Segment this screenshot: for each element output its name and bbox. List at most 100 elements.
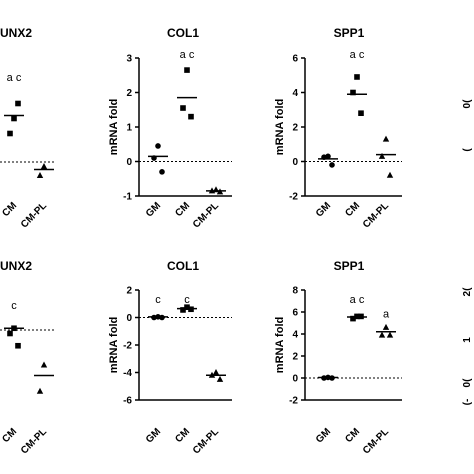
chart-panel-4: 0(( (462, 99, 473, 152)
y-tick-label: -2 (289, 192, 298, 203)
x-category-label: GM (314, 200, 333, 219)
y-tick-label: 2 (126, 88, 132, 99)
y-tick-label: 0 (126, 157, 132, 168)
data-point-square (358, 313, 364, 320)
cropped-axis-label: 2( (462, 287, 473, 297)
data-point-square (350, 315, 356, 322)
y-tick-label: -4 (123, 368, 132, 379)
chart-panel-8: 2(1 0((- (462, 287, 473, 405)
data-point-circle (151, 314, 157, 321)
y-tick-label: 2 (292, 352, 298, 363)
panel-title: UNX2 (0, 259, 32, 273)
data-point-circle (321, 154, 327, 160)
y-tick-label: 2 (126, 286, 132, 297)
significance-label: a c (350, 294, 365, 306)
significance-label: a c (350, 49, 365, 61)
data-point-circle (329, 162, 335, 168)
x-category-label: CM (173, 426, 192, 445)
x-category-label: CM-PL (361, 426, 391, 456)
y-tick-label: 6 (292, 54, 298, 65)
data-point-triangle (386, 331, 394, 338)
y-tick-label: 0 (292, 157, 298, 168)
data-point-square (350, 89, 356, 96)
data-point-square (180, 105, 186, 111)
panel-title: SPP1 (334, 259, 365, 273)
data-point-square (15, 100, 21, 107)
data-point-triangle (386, 171, 394, 178)
data-point-square (354, 74, 360, 80)
data-point-square (180, 307, 186, 313)
data-point-triangle (212, 369, 220, 375)
data-point-circle (155, 143, 161, 149)
y-tick-label: -1 (123, 192, 132, 203)
x-category-label: CM-PL (191, 200, 221, 230)
y-tick-label: 1 (126, 123, 132, 134)
data-point-triangle (36, 172, 44, 178)
cropped-axis-label: (- (462, 399, 473, 406)
y-axis-label: mRNA fold (108, 317, 120, 373)
y-tick-label: 6 (292, 308, 298, 319)
data-point-square (188, 113, 194, 120)
x-category-label: CM (343, 200, 362, 219)
significance-label: a c (180, 49, 195, 61)
x-category-label: CM (0, 426, 19, 445)
data-point-square (188, 306, 194, 313)
x-category-label: GM (144, 426, 163, 445)
y-tick-label: -6 (123, 396, 132, 407)
significance-label: c (184, 294, 190, 306)
significance-label: c (11, 300, 17, 312)
data-point-circle (151, 155, 157, 161)
data-point-circle (159, 169, 165, 175)
panel-title: COL1 (167, 259, 199, 273)
significance-label: a c (7, 72, 22, 84)
cropped-axis-label: 1 (462, 337, 473, 343)
panel-title: SPP1 (334, 26, 365, 40)
data-point-square (15, 342, 21, 349)
x-category-label: CM (173, 200, 192, 219)
x-category-label: CM (343, 426, 362, 445)
cropped-axis-label: 0( (462, 99, 473, 109)
chart-panel-1: UNX2 CM CM-PL a c (0, 26, 56, 231)
x-category-label: CM (0, 200, 19, 219)
data-point-triangle (382, 135, 390, 142)
data-point-triangle (36, 387, 44, 394)
data-point-triangle (382, 323, 390, 330)
y-tick-label: -2 (289, 396, 298, 407)
data-point-square (358, 110, 364, 116)
data-point-square (184, 304, 190, 310)
data-point-triangle (40, 361, 48, 368)
data-point-square (7, 130, 13, 137)
x-category-label: CM-PL (19, 200, 49, 230)
chart-panel-5: UNX2 CM CM-PL c (0, 259, 56, 457)
data-point-triangle (212, 186, 220, 193)
y-tick-label: 4 (292, 88, 298, 99)
data-point-circle (159, 314, 165, 321)
x-category-label: CM-PL (361, 200, 391, 230)
data-point-triangle (208, 187, 216, 194)
data-point-square (184, 67, 190, 73)
data-point-circle (321, 375, 327, 381)
data-point-triangle (216, 188, 224, 195)
significance-label: c (155, 294, 161, 306)
data-point-square (11, 115, 17, 122)
data-point-triangle (378, 152, 386, 159)
data-point-triangle (208, 371, 216, 378)
y-tick-label: 0 (126, 313, 132, 324)
data-point-triangle (216, 375, 224, 382)
x-category-label: CM-PL (191, 426, 221, 456)
y-tick-label: 8 (292, 286, 298, 297)
y-axis-label: mRNA fold (108, 99, 120, 155)
panel-title: COL1 (167, 26, 199, 40)
x-category-label: GM (314, 426, 333, 445)
x-category-label: CM-PL (19, 426, 49, 456)
y-tick-label: 2 (292, 123, 298, 134)
data-point-circle (329, 375, 335, 381)
y-tick-label: 4 (292, 330, 298, 341)
data-point-square (354, 313, 360, 320)
y-axis-label: mRNA fold (274, 317, 286, 373)
